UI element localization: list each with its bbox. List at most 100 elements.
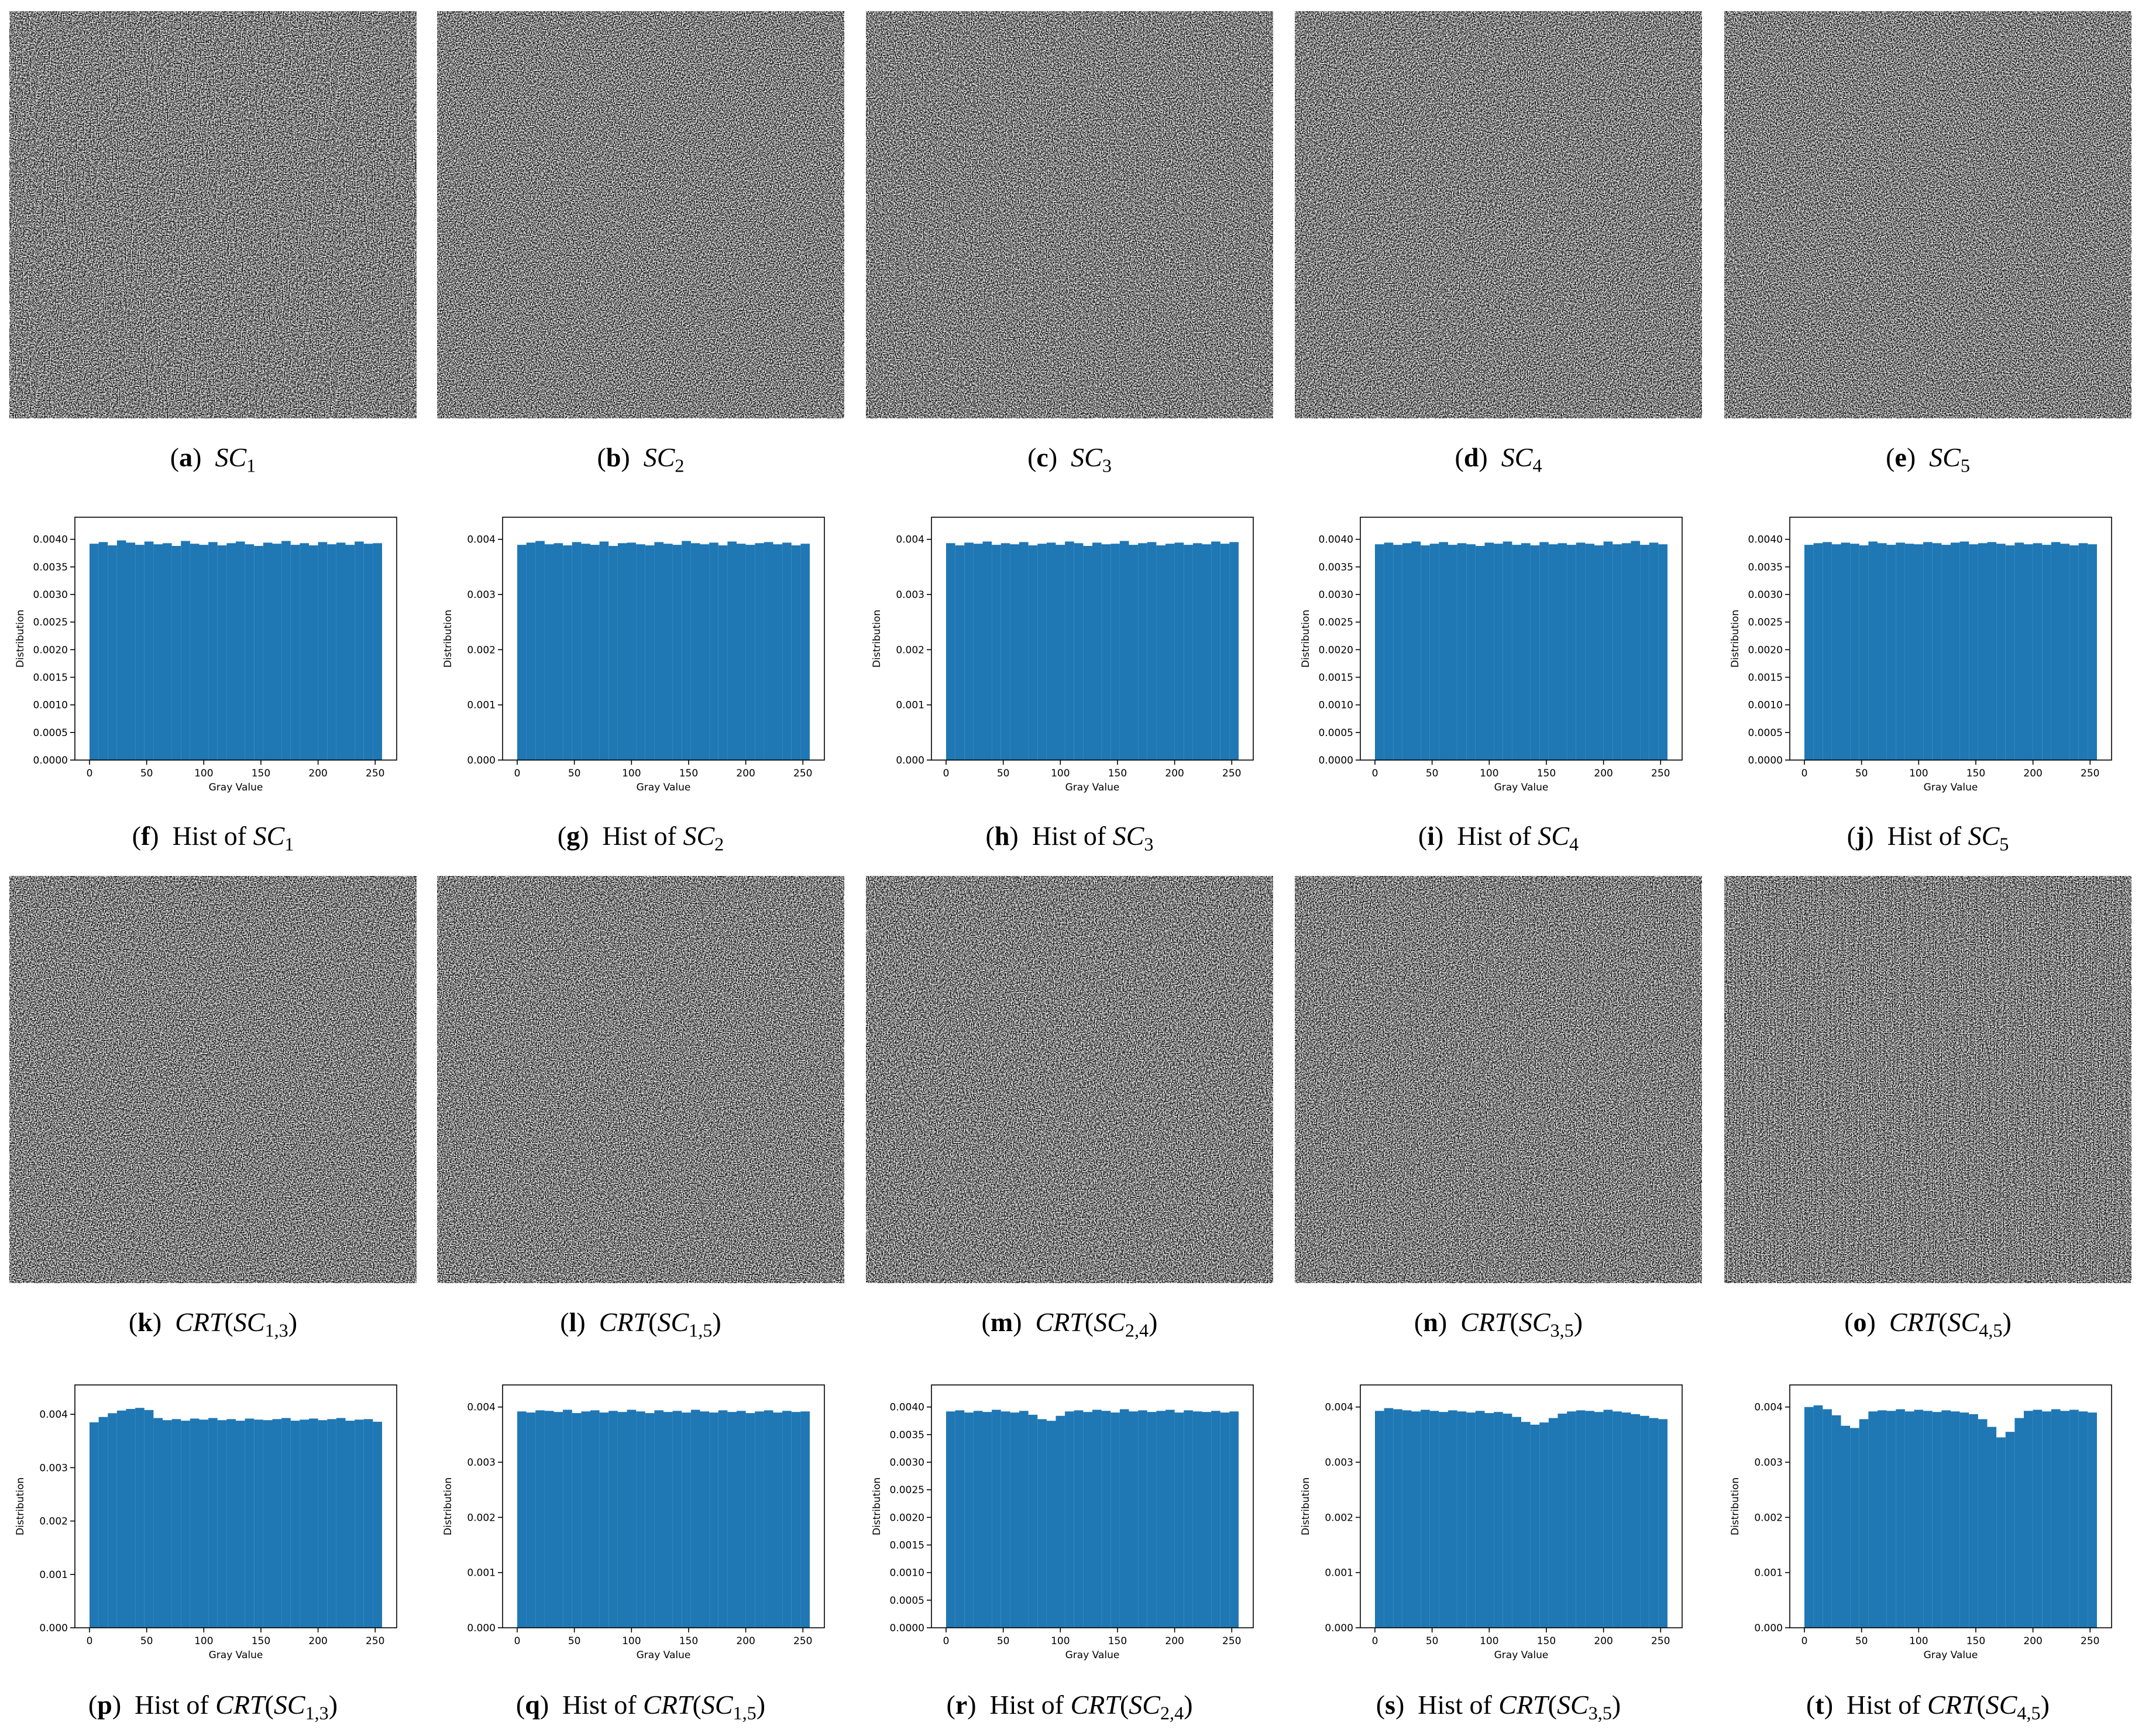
bar — [718, 545, 728, 760]
x-axis-label: Gray Value — [1494, 782, 1549, 793]
bar — [336, 1418, 346, 1628]
caption-part: SC — [233, 1307, 265, 1337]
bar — [1165, 544, 1175, 760]
x-tick-label: 250 — [793, 1635, 812, 1647]
caption-part: 3 — [1144, 833, 1154, 855]
y-tick-label: 0.002 — [467, 644, 496, 656]
caption-part: ) — [192, 442, 215, 472]
x-tick-label: 250 — [793, 768, 812, 779]
x-tick-label: 250 — [1222, 1635, 1241, 1647]
caption-part: s — [1385, 1690, 1395, 1720]
bar — [1594, 545, 1604, 760]
caption-part: SC — [215, 442, 247, 472]
caption-part: f — [140, 821, 150, 851]
bar — [709, 1412, 718, 1628]
y-tick-label: 0.0015 — [33, 672, 68, 684]
x-tick-label: 0 — [1372, 768, 1378, 779]
axes-frame — [74, 517, 397, 761]
caption-part: ) — [621, 442, 644, 472]
bar — [226, 543, 236, 760]
bar — [144, 541, 154, 760]
caption-part: ( — [985, 821, 995, 851]
bar — [1640, 1415, 1649, 1628]
x-tick-label: 150 — [1966, 1635, 1985, 1647]
bar — [727, 541, 737, 760]
x-tick-label: 50 — [1855, 768, 1868, 779]
bar — [236, 541, 245, 760]
x-tick-label: 50 — [140, 1635, 153, 1647]
y-tick-label: 0.0005 — [33, 727, 68, 739]
caption-part: t — [1815, 1690, 1824, 1720]
y-tick-label: 0.0025 — [890, 1484, 924, 1496]
x-tick-label: 100 — [622, 768, 641, 779]
bar — [563, 545, 572, 760]
bar — [544, 1411, 554, 1628]
caption-part: SC — [1947, 1307, 1979, 1337]
bar — [1941, 545, 1951, 760]
x-tick-label: 150 — [679, 1635, 698, 1647]
bar — [1147, 1412, 1157, 1628]
x-tick-label: 0 — [87, 768, 93, 779]
bar — [1941, 1410, 1951, 1628]
bar — [982, 1412, 992, 1628]
caption: (l) CRT(SC1,5) — [437, 1306, 844, 1347]
bar — [1192, 543, 1202, 760]
bar — [1850, 1428, 1859, 1628]
caption: (n) CRT(SC3,5) — [1295, 1306, 1702, 1347]
y-tick-label: 0.004 — [467, 534, 496, 546]
bar — [90, 544, 99, 760]
y-axis-label: Distribution — [15, 1477, 26, 1535]
bar — [1904, 1411, 1914, 1628]
bar — [608, 546, 618, 760]
bar — [208, 1418, 218, 1628]
bar — [1402, 1410, 1412, 1628]
y-tick-label: 0.004 — [39, 1409, 68, 1421]
x-tick-label: 100 — [1909, 768, 1928, 779]
caption-part: ) — [756, 1690, 766, 1720]
x-tick-label: 0 — [1801, 768, 1808, 779]
bar — [791, 1412, 801, 1628]
caption-part: 5 — [1999, 833, 2009, 855]
bar — [1129, 545, 1139, 760]
bar — [1621, 543, 1631, 760]
caption-part: ) Hist of — [1009, 821, 1113, 851]
caption-part: ( — [648, 1307, 658, 1337]
x-tick-label: 250 — [366, 768, 384, 779]
bar — [1484, 542, 1494, 760]
bar — [1046, 1421, 1056, 1628]
caption: (d) SC4 — [1295, 441, 1702, 482]
bar — [517, 1411, 527, 1628]
y-tick-label: 0.003 — [467, 1457, 496, 1469]
caption-part: ) — [1573, 1307, 1583, 1337]
axes-frame — [74, 1384, 397, 1628]
bar — [973, 544, 983, 760]
bar — [1457, 543, 1467, 760]
y-tick-label: 0.0020 — [1748, 644, 1783, 656]
bar — [98, 542, 108, 760]
x-tick-label: 50 — [568, 768, 581, 779]
bar — [2014, 542, 2024, 760]
bar — [163, 1420, 172, 1628]
bar — [1484, 1413, 1494, 1628]
caption: (j) Hist of SC5 — [1724, 820, 2131, 861]
caption: (m) CRT(SC2,4) — [866, 1306, 1273, 1347]
bar — [572, 1413, 582, 1628]
bar — [1987, 1426, 1997, 1628]
bar — [627, 1410, 637, 1628]
bar — [1804, 545, 1814, 760]
x-tick-label: 150 — [1537, 1635, 1556, 1647]
caption-part: ( — [1806, 1690, 1816, 1720]
bar — [1110, 1412, 1120, 1628]
bar — [1904, 544, 1914, 760]
bar — [1557, 1414, 1567, 1628]
bar — [1010, 544, 1019, 760]
noise-image — [866, 876, 1273, 1283]
bar — [718, 1410, 728, 1628]
caption-part: SC — [1129, 1690, 1160, 1720]
x-tick-label: 150 — [252, 1635, 270, 1647]
bar — [1649, 542, 1659, 760]
bar — [617, 1412, 627, 1628]
bar — [1211, 541, 1220, 760]
bar — [1475, 546, 1485, 760]
x-tick-label: 200 — [308, 768, 327, 779]
